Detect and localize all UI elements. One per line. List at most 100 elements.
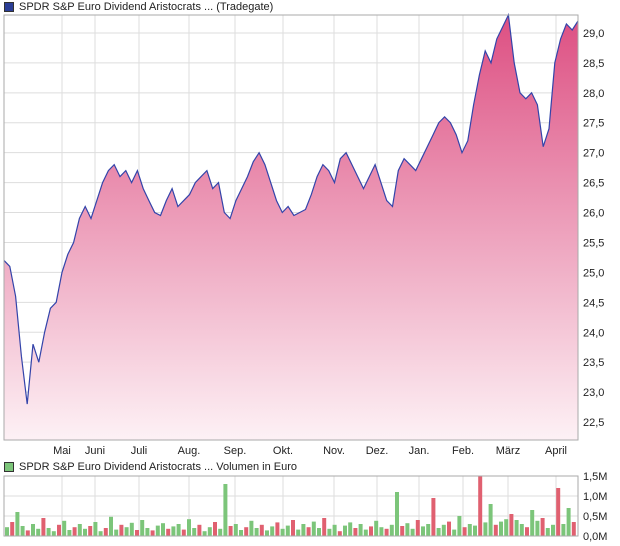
volume-bar bbox=[140, 520, 145, 536]
volume-bar bbox=[379, 527, 384, 536]
volume-bar bbox=[509, 514, 514, 536]
volume-bar bbox=[213, 522, 217, 536]
volume-bar bbox=[551, 524, 555, 536]
volume-bar bbox=[197, 524, 202, 536]
volume-bar bbox=[275, 522, 280, 536]
volume-bar bbox=[103, 528, 108, 536]
volume-bar bbox=[119, 524, 124, 536]
volume-bar bbox=[62, 520, 67, 536]
volume-y-tick-label: 0,0M bbox=[583, 531, 607, 543]
volume-bar bbox=[280, 528, 285, 536]
volume-bar bbox=[384, 528, 389, 536]
volume-bar bbox=[462, 527, 467, 536]
volume-legend-label: SPDR S&P Euro Dividend Aristocrats ... V… bbox=[19, 461, 297, 473]
volume-bar bbox=[77, 524, 82, 536]
price-y-tick-label: 26,5 bbox=[583, 178, 604, 190]
price-x-tick-label: Dez. bbox=[366, 445, 389, 457]
price-x-tick-label: Feb. bbox=[452, 445, 474, 457]
price-x-tick-label: April bbox=[545, 445, 567, 457]
volume-bar bbox=[181, 529, 186, 536]
price-y-tick-label: 22,5 bbox=[583, 417, 604, 429]
volume-bar bbox=[395, 492, 399, 536]
volume-bar bbox=[441, 524, 446, 536]
volume-bar bbox=[426, 524, 431, 536]
volume-bar bbox=[301, 524, 306, 536]
price-line bbox=[3, 12, 579, 405]
price-y-tick-label: 28,0 bbox=[583, 88, 604, 100]
volume-bar bbox=[171, 526, 176, 536]
volume-bar bbox=[166, 528, 171, 536]
price-x-tick-label: Aug. bbox=[178, 445, 201, 457]
volume-bar bbox=[327, 528, 332, 536]
price-y-tick-label: 26,0 bbox=[583, 208, 604, 220]
price-x-tick-label: Jan. bbox=[409, 445, 430, 457]
volume-bar bbox=[207, 527, 212, 536]
price-legend-swatch bbox=[4, 2, 14, 12]
volume-bar bbox=[545, 528, 550, 536]
volume-bar bbox=[239, 530, 243, 536]
price-y-tick-label: 25,5 bbox=[583, 237, 604, 249]
price-x-tick-label: Mai bbox=[53, 445, 71, 457]
volume-bar bbox=[478, 476, 483, 536]
volume-bar bbox=[363, 529, 368, 536]
price-y-tick-label: 23,5 bbox=[583, 357, 604, 369]
volume-y-tick-label: 1,0M bbox=[583, 491, 607, 503]
volume-bar bbox=[145, 528, 150, 536]
price-x-tick-label: Okt. bbox=[273, 445, 293, 457]
price-y-tick-label: 24,5 bbox=[583, 297, 604, 309]
volume-bar bbox=[343, 525, 347, 536]
volume-bar bbox=[483, 522, 488, 536]
volume-bar bbox=[296, 529, 301, 536]
volume-bar bbox=[31, 524, 35, 536]
volume-bar bbox=[493, 524, 498, 536]
volume-bar bbox=[447, 521, 451, 536]
volume-bar bbox=[57, 524, 61, 536]
volume-bar bbox=[504, 519, 509, 536]
volume-bar bbox=[202, 531, 207, 536]
volume-bar bbox=[415, 520, 420, 536]
volume-bar bbox=[36, 528, 41, 536]
volume-bar bbox=[41, 518, 46, 536]
volume-bar bbox=[161, 523, 165, 536]
volume-legend: SPDR S&P Euro Dividend Aristocrats ... V… bbox=[4, 460, 297, 474]
price-y-tick-label: 27,5 bbox=[583, 118, 604, 130]
price-y-tick-label: 27,0 bbox=[583, 148, 604, 160]
volume-bar bbox=[410, 528, 415, 536]
volume-bar bbox=[265, 530, 269, 536]
volume-bar bbox=[353, 528, 358, 536]
volume-bar bbox=[499, 521, 503, 536]
volume-bar bbox=[467, 524, 472, 536]
volume-bar bbox=[540, 518, 545, 536]
volume-bar bbox=[322, 518, 327, 536]
volume-bar bbox=[109, 516, 113, 536]
volume-bar bbox=[72, 527, 77, 536]
volume-bar bbox=[25, 530, 30, 536]
volume-bar bbox=[244, 527, 249, 536]
price-x-tick-label: Sep. bbox=[224, 445, 247, 457]
volume-legend-swatch bbox=[4, 462, 14, 472]
price-y-tick-label: 23,0 bbox=[583, 387, 604, 399]
volume-bar bbox=[270, 526, 275, 536]
volume-bar bbox=[389, 524, 394, 536]
volume-bar bbox=[473, 525, 477, 536]
volume-bar bbox=[20, 526, 25, 536]
volume-bar bbox=[259, 524, 264, 536]
volume-bar bbox=[452, 529, 457, 536]
volume-bar bbox=[421, 526, 425, 536]
volume-bar bbox=[51, 531, 56, 536]
volume-bar bbox=[192, 528, 197, 536]
price-legend-label: SPDR S&P Euro Dividend Aristocrats ... (… bbox=[19, 1, 274, 13]
price-frame bbox=[3, 14, 579, 441]
volume-bar bbox=[218, 528, 223, 536]
volume-bar bbox=[291, 520, 295, 536]
volume-bar bbox=[317, 528, 321, 536]
volume-bar bbox=[176, 524, 181, 536]
volume-bar bbox=[566, 508, 571, 536]
volume-bar bbox=[348, 522, 353, 536]
volume-bar bbox=[436, 528, 441, 536]
price-x-tick-label: März bbox=[496, 445, 520, 457]
price-x-tick-label: Nov. bbox=[323, 445, 345, 457]
price-legend: SPDR S&P Euro Dividend Aristocrats ... (… bbox=[4, 0, 273, 14]
volume-bar bbox=[223, 484, 228, 536]
